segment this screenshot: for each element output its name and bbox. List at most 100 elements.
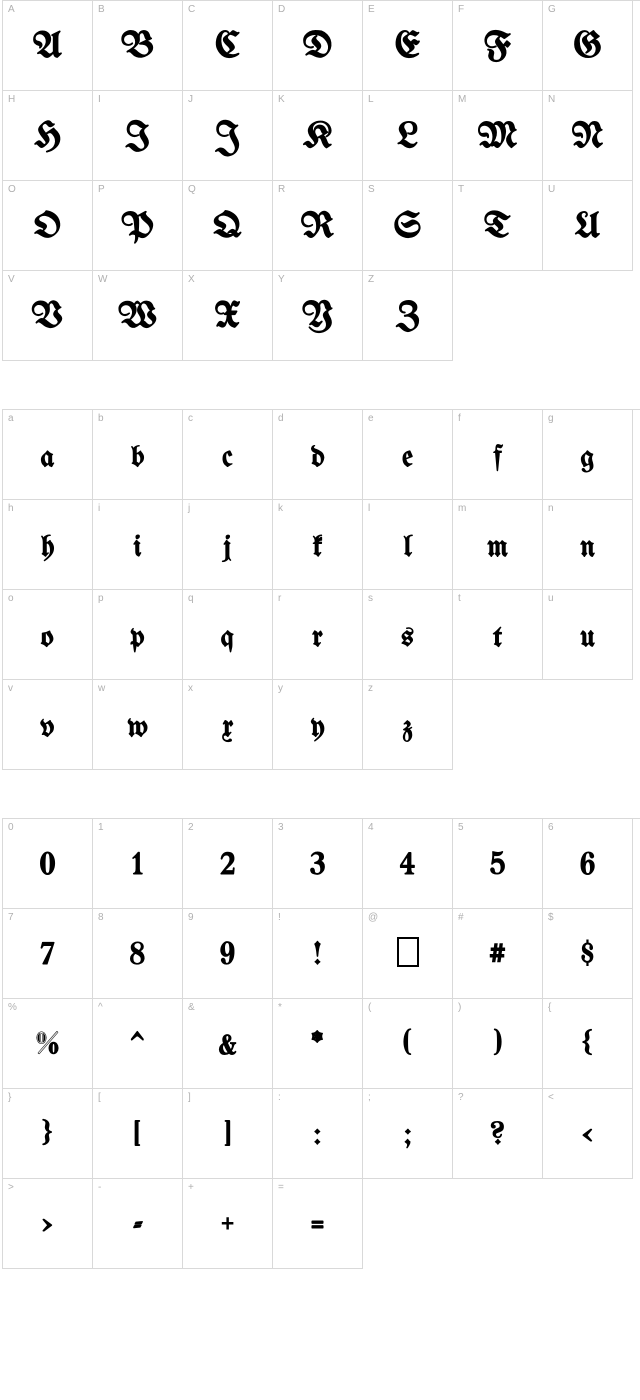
- glyph: d: [311, 443, 325, 473]
- glyph: K: [303, 121, 332, 157]
- cell-label: H: [8, 94, 15, 105]
- cell-label: 9: [188, 912, 194, 923]
- section-uppercase: AABBCCDDEEFFGGHHIIJJKKLLMMNNOOPPQQRRSSTT…: [0, 0, 640, 361]
- cell-label: 2: [188, 822, 194, 833]
- glyph: W: [118, 301, 157, 337]
- glyph-cell: TT: [453, 181, 543, 271]
- glyph-cell: 77: [3, 909, 93, 999]
- glyph-cell: **: [273, 999, 363, 1089]
- cell-label: }: [8, 1092, 11, 1103]
- cell-label: v: [8, 683, 13, 694]
- cell-label: r: [278, 593, 281, 604]
- glyph: b: [131, 443, 144, 473]
- cell-label: o: [8, 593, 14, 604]
- glyph: 7: [41, 941, 55, 973]
- glyph: t: [493, 623, 502, 653]
- glyph-cell: cc: [183, 410, 273, 500]
- glyph-cell: --: [93, 1179, 183, 1269]
- glyph-cell: II: [93, 91, 183, 181]
- glyph: s: [401, 623, 414, 653]
- glyph-cell: CC: [183, 1, 273, 91]
- glyph-cell: gg: [543, 410, 633, 500]
- cell-label: j: [188, 503, 190, 514]
- glyph: f: [494, 443, 501, 473]
- cell-label: R: [278, 184, 285, 195]
- cell-label: Z: [368, 274, 374, 285]
- cell-label: S: [368, 184, 375, 195]
- glyph: Z: [396, 301, 420, 337]
- cell-label: ): [458, 1002, 461, 1013]
- glyph-cell: ff: [453, 410, 543, 500]
- glyph-cell: }}: [3, 1089, 93, 1179]
- glyph-cell: !!: [273, 909, 363, 999]
- glyph-cell: rr: [273, 590, 363, 680]
- glyph: p: [131, 623, 145, 653]
- glyph: N: [572, 121, 604, 157]
- glyph-cell: ww: [93, 680, 183, 770]
- glyph: k: [313, 533, 323, 563]
- cell-label: $: [548, 912, 554, 923]
- glyph: ?: [490, 1121, 505, 1153]
- glyph-cell: kk: [273, 500, 363, 590]
- cell-label: U: [548, 184, 555, 195]
- glyph: *: [312, 1031, 323, 1063]
- cell-label: Q: [188, 184, 196, 195]
- glyph: 9: [220, 941, 235, 973]
- glyph-cell: BB: [93, 1, 183, 91]
- glyph-grid: AABBCCDDEEFFGGHHIIJJKKLLMMNNOOPPQQRRSSTT…: [2, 0, 640, 361]
- cell-label: 4: [368, 822, 374, 833]
- glyph-cell: uu: [543, 590, 633, 680]
- glyph: r: [312, 623, 323, 653]
- cell-label: J: [188, 94, 193, 105]
- glyph: {: [582, 1031, 593, 1063]
- glyph-cell: %%: [3, 999, 93, 1089]
- glyph: j: [224, 533, 231, 563]
- glyph-cell: MM: [453, 91, 543, 181]
- glyph: Q: [213, 211, 242, 247]
- cell-label: e: [368, 413, 374, 424]
- glyph-cell: ;;: [363, 1089, 453, 1179]
- glyph: [397, 937, 419, 976]
- glyph-cell: ee: [363, 410, 453, 500]
- glyph-cell: pp: [93, 590, 183, 680]
- cell-label: +: [188, 1182, 194, 1193]
- glyph: v: [41, 713, 55, 743]
- glyph: $: [581, 941, 594, 973]
- glyph: =: [311, 1211, 323, 1243]
- glyph: a: [41, 443, 55, 473]
- cell-label: s: [368, 593, 373, 604]
- cell-label: G: [548, 4, 556, 15]
- glyph: >: [43, 1211, 52, 1243]
- glyph-cell: vv: [3, 680, 93, 770]
- cell-label: T: [458, 184, 464, 195]
- glyph-cell: NN: [543, 91, 633, 181]
- cell-label: ;: [368, 1092, 371, 1103]
- glyph: :: [314, 1121, 320, 1153]
- glyph-cell: dd: [273, 410, 363, 500]
- glyph-cell: ((: [363, 999, 453, 1089]
- character-map: AABBCCDDEEFFGGHHIIJJKKLLMMNNOOPPQQRRSSTT…: [0, 0, 640, 1269]
- cell-label: X: [188, 274, 195, 285]
- cell-label: M: [458, 94, 466, 105]
- glyph: %: [36, 1031, 59, 1063]
- glyph-cell: AA: [3, 1, 93, 91]
- glyph-cell: yy: [273, 680, 363, 770]
- glyph-grid: aabbccddeeffgghhiijjkkllmmnnooppqqrrsstt…: [2, 409, 640, 770]
- cell-label: c: [188, 413, 193, 424]
- cell-label: u: [548, 593, 554, 604]
- glyph-cell: $$: [543, 909, 633, 999]
- glyph-cell: ]]: [183, 1089, 273, 1179]
- cell-label: 0: [8, 822, 14, 833]
- glyph-cell: 66: [543, 819, 633, 909]
- glyph: 2: [220, 851, 234, 883]
- glyph: y: [310, 713, 324, 743]
- missing-glyph-box: [397, 937, 419, 967]
- cell-label: -: [98, 1182, 101, 1193]
- cell-label: 3: [278, 822, 284, 833]
- cell-label: q: [188, 593, 194, 604]
- cell-label: Y: [278, 274, 285, 285]
- glyph: 8: [130, 941, 145, 973]
- glyph-grid: 00112233445566778899!!@##$$%%^^&&**(()){…: [2, 818, 640, 1269]
- glyph: R: [301, 211, 335, 247]
- glyph: #: [489, 941, 505, 973]
